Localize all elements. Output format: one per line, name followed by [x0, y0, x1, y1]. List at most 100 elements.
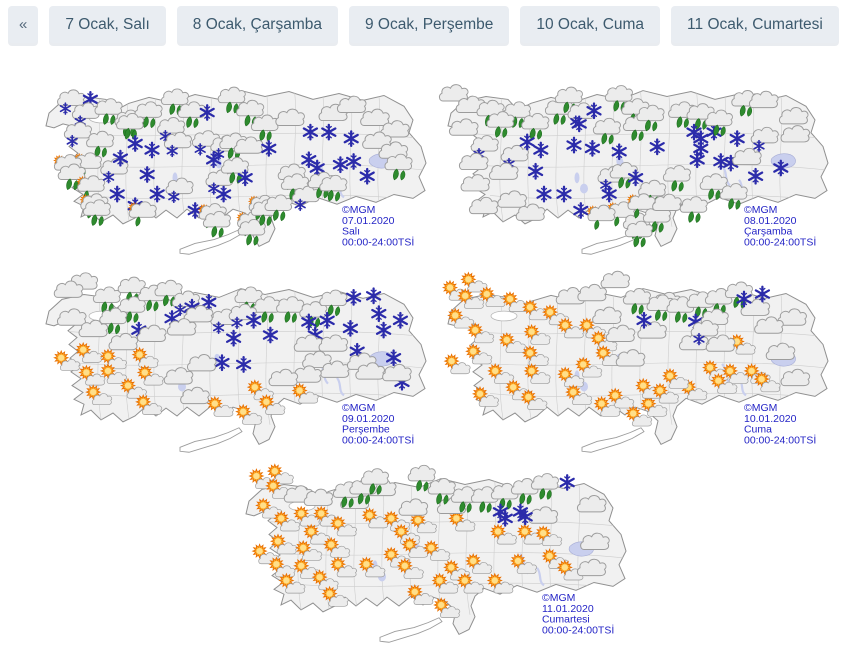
- map-day: Salı: [342, 227, 360, 238]
- wx-sc: [329, 556, 357, 578]
- wx-rn: [116, 112, 145, 140]
- wx-rn: [276, 296, 305, 323]
- wx-cl: [57, 308, 87, 326]
- wx-fl: [627, 169, 644, 187]
- wx-rn: [134, 101, 163, 129]
- wx-rn: [530, 473, 559, 500]
- wx-sc: [293, 557, 321, 579]
- date-tab-4[interactable]: 10 Ocak, Cuma: [520, 6, 661, 43]
- map-stamp: ©MGM 10.01.2020 Cuma 00:00-24:00TSİ: [744, 403, 816, 446]
- map-credit: ©MGM: [342, 403, 375, 414]
- map-stamp: ©MGM 11.01.2020 Cumartesi 00:00-24:00TSİ: [542, 593, 614, 636]
- wx-sn: [63, 121, 92, 148]
- wx-cl: [765, 342, 796, 361]
- wx-rn: [237, 218, 266, 246]
- wx-rn: [177, 101, 206, 129]
- wx-cl: [497, 190, 527, 208]
- wx-fl: [573, 202, 589, 219]
- cyprus-outline: [179, 229, 243, 255]
- wx-fl: [517, 508, 533, 526]
- wx-sc: [607, 387, 635, 409]
- wx-fl: [559, 474, 575, 491]
- wx-rn: [319, 289, 348, 317]
- wx-sh: [586, 204, 616, 230]
- wx-cl: [183, 305, 214, 323]
- wx-fl: [636, 311, 652, 329]
- wx-fl: [385, 349, 402, 367]
- wx-fl: [497, 509, 513, 527]
- wx-fl: [225, 329, 242, 347]
- wx-sc: [465, 553, 493, 574]
- wx-fl: [342, 319, 359, 337]
- forecast-map-1: ©MGM 07.01.2020 Salı 00:00-24:00TSİ: [32, 70, 432, 266]
- wx-sn: [291, 185, 320, 212]
- wx-cl: [577, 495, 607, 513]
- map-stamp: ©MGM 09.01.2020 Perşembe 00:00-24:00TSİ: [342, 403, 414, 446]
- map-credit: ©MGM: [744, 403, 777, 414]
- wx-cl: [749, 90, 779, 109]
- wx-sc: [487, 363, 515, 384]
- wx-sc: [99, 363, 127, 384]
- wx-cl: [233, 136, 264, 154]
- map-date: 08.01.2020: [744, 216, 797, 227]
- wx-sc: [501, 291, 529, 312]
- wx-fl: [149, 185, 165, 203]
- wx-fl: [321, 123, 337, 141]
- prev-day-button[interactable]: «: [8, 6, 39, 43]
- wx-fl: [199, 104, 215, 121]
- date-tab-5[interactable]: 11 Ocak, Cumartesi: [671, 6, 839, 43]
- wx-cl: [302, 350, 332, 369]
- map-credit: ©MGM: [342, 205, 375, 216]
- wx-fl: [689, 151, 705, 169]
- wx-rn: [662, 165, 691, 192]
- wx-rn: [86, 130, 115, 158]
- wx-cl: [732, 147, 762, 166]
- wx-cl: [137, 324, 167, 342]
- wx-rn: [202, 210, 231, 238]
- wx-sc: [53, 349, 81, 371]
- wx-sc: [323, 536, 351, 558]
- wx-rn: [704, 109, 733, 137]
- wx-sc: [565, 384, 593, 406]
- wx-fl: [584, 139, 601, 157]
- wx-fl: [754, 285, 771, 303]
- wx-fl: [237, 169, 253, 187]
- wx-sc: [460, 271, 488, 293]
- wx-fl: [235, 356, 252, 373]
- wx-cl: [777, 308, 807, 326]
- date-tab-2[interactable]: 8 Ocak, Çarşamba: [176, 6, 338, 43]
- wx-sc: [661, 367, 689, 389]
- wx-sc: [85, 384, 113, 406]
- wx-sc: [575, 356, 603, 378]
- wx-sc: [471, 385, 499, 407]
- wx-sc: [278, 572, 306, 594]
- turkey-weather-map: ©MGM 10.01.2020 Cuma 00:00-24:00TSİ: [441, 270, 829, 453]
- wx-sc: [523, 363, 551, 384]
- wx-fl: [309, 159, 325, 177]
- wx-sc: [293, 505, 321, 527]
- wx-fl: [302, 123, 319, 141]
- wx-cl: [398, 498, 429, 516]
- wx-rn: [82, 199, 111, 227]
- wx-fl: [729, 130, 745, 148]
- lake-egirdir: [574, 172, 580, 184]
- wx-rn: [407, 464, 436, 492]
- map-day: Cuma: [744, 425, 772, 436]
- wx-fl: [556, 185, 572, 203]
- map-date: 09.01.2020: [342, 414, 395, 425]
- wx-cl: [439, 84, 469, 102]
- wx-rn: [57, 163, 86, 191]
- wx-fl: [601, 185, 617, 203]
- wx-fl: [747, 167, 764, 185]
- wx-sn: [165, 177, 194, 204]
- wx-cl: [108, 332, 139, 351]
- wx-rn: [94, 98, 123, 125]
- wx-fl: [536, 185, 552, 203]
- wx-cl: [360, 108, 390, 126]
- date-tab-1[interactable]: 7 Ocak, Salı: [49, 6, 166, 43]
- wx-cl: [275, 108, 305, 126]
- wx-fl: [527, 162, 544, 180]
- wx-fl: [245, 311, 262, 329]
- cyprus-outline: [379, 617, 443, 643]
- date-tab-3[interactable]: 9 Ocak, Perşembe: [349, 6, 510, 43]
